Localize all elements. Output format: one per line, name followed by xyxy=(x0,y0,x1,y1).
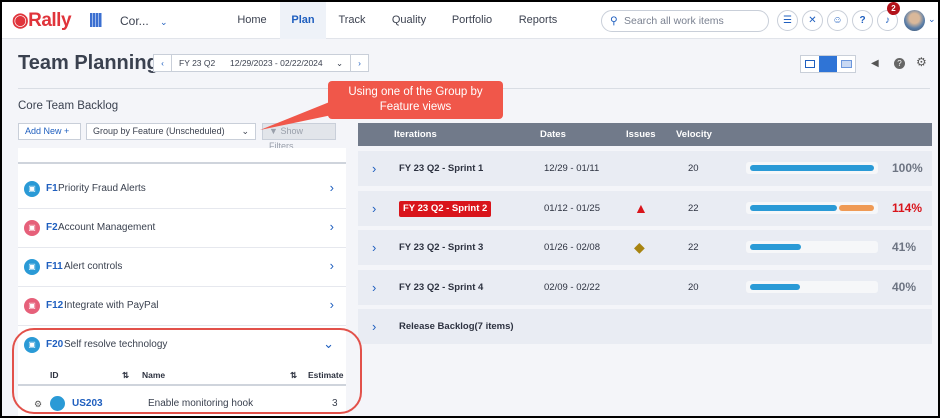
table-row[interactable]: ⚙ US203 Enable monitoring hook 3 xyxy=(18,392,346,416)
prev-iteration-button[interactable]: ‹ xyxy=(154,55,172,71)
list-icon[interactable]: ☰ xyxy=(777,10,798,31)
divider xyxy=(18,162,346,164)
rally-logo[interactable]: ◉Rally xyxy=(12,10,72,31)
annotation-callout: Using one of the Group by Feature views xyxy=(328,81,503,119)
iteration-row[interactable]: › FY 23 Q2 - Sprint 2 01/12 - 01/25 ▲ 22 … xyxy=(358,190,932,226)
feature-row[interactable]: ▣ F2 Account Management › xyxy=(18,209,346,248)
chevron-right-icon[interactable]: › xyxy=(329,180,334,195)
help-icon[interactable]: ? xyxy=(852,10,873,31)
feature-icon: ▣ xyxy=(24,298,40,314)
release-backlog-row[interactable]: › Release Backlog(7 items) xyxy=(358,309,932,344)
feature-icon: ▣ xyxy=(24,220,40,236)
user-story-icon xyxy=(50,396,65,411)
view-toggle[interactable] xyxy=(800,55,856,73)
gear-icon[interactable]: ⚙ xyxy=(916,55,927,69)
nav-track[interactable]: Track xyxy=(338,14,366,26)
search-icon: ⚲ xyxy=(610,15,618,27)
story-id-link[interactable]: US203 xyxy=(72,398,103,409)
feature-id-link[interactable]: F11 xyxy=(46,261,63,272)
avatar[interactable] xyxy=(904,10,925,31)
load-bar xyxy=(746,162,878,174)
chevron-right-icon[interactable]: › xyxy=(329,258,334,273)
search-input[interactable]: ⚲ Search all work items xyxy=(601,10,769,32)
feature-id-link[interactable]: F1 xyxy=(46,183,58,194)
load-fill xyxy=(750,244,801,250)
workspace-icon xyxy=(90,13,102,27)
load-fill xyxy=(750,204,838,211)
iteration-row[interactable]: › FY 23 Q2 - Sprint 3 01/26 - 02/08 ◆ 22 … xyxy=(358,230,932,265)
top-nav: ◉Rally Cor... ⌄ Home Plan Track Quality … xyxy=(2,2,938,39)
chevron-down-icon[interactable]: ⌄ xyxy=(323,336,334,351)
error-icon[interactable]: ▲ xyxy=(634,199,648,216)
feature-row[interactable]: ▣ F11 Alert controls › xyxy=(18,248,346,287)
backlog-panel: ▣ F1 Priority Fraud Alerts › ▣ F2 Account… xyxy=(18,148,346,416)
gear-icon[interactable]: ⚙ xyxy=(34,399,43,409)
feature-icon: ▣ xyxy=(24,259,40,275)
single-view-icon[interactable] xyxy=(805,60,815,68)
load-bar xyxy=(746,241,878,253)
sort-icon[interactable]: ⇅ xyxy=(122,370,130,380)
load-bar xyxy=(746,280,878,293)
filter-icon: ▼ xyxy=(269,126,278,136)
chevron-right-icon[interactable]: › xyxy=(372,240,377,255)
iteration-row[interactable]: › FY 23 Q2 - Sprint 1 12/29 - 01/11 20 1… xyxy=(358,151,932,186)
highlight-ring xyxy=(12,328,362,414)
add-new-button[interactable]: Add New + xyxy=(18,123,81,140)
chevron-right-icon[interactable]: › xyxy=(372,161,377,176)
feature-icon: ▣ xyxy=(24,181,40,197)
story-table-header: ID ⇅ Name ⇅ Estimate xyxy=(18,366,346,386)
help-icon[interactable]: ? xyxy=(894,58,905,69)
chevron-down-icon[interactable]: ⌄ xyxy=(336,58,344,68)
sort-icon[interactable]: ⇅ xyxy=(290,370,298,380)
chevron-right-icon[interactable]: › xyxy=(372,279,377,295)
next-iteration-button[interactable]: › xyxy=(350,55,368,71)
load-fill xyxy=(750,283,800,290)
feature-id-link[interactable]: F12 xyxy=(46,300,64,311)
feature-row[interactable]: ▣ F12 Integrate with PayPal › xyxy=(18,287,346,326)
chevron-right-icon[interactable]: › xyxy=(329,297,334,312)
feature-row[interactable]: ▣ F1 Priority Fraud Alerts › xyxy=(18,170,346,209)
tools-icon[interactable]: ✕ xyxy=(802,10,823,31)
iteration-row[interactable]: › FY 23 Q2 - Sprint 4 02/09 - 02/22 20 4… xyxy=(358,269,932,305)
chevron-right-icon[interactable]: › xyxy=(329,219,334,234)
backlog-title: Core Team Backlog xyxy=(18,100,119,112)
workspace-selector[interactable]: Cor... ⌄ xyxy=(120,14,168,28)
group-by-select[interactable]: Group by Feature (Unscheduled) ⌄ xyxy=(86,123,256,140)
chevron-down-icon[interactable]: ⌄ xyxy=(928,14,936,24)
nav-portfolio[interactable]: Portfolio xyxy=(451,14,493,26)
load-bar xyxy=(746,201,878,214)
feature-id-link[interactable]: F2 xyxy=(46,222,58,233)
nav-plan[interactable]: Plan xyxy=(280,2,326,39)
warning-icon[interactable]: ◆ xyxy=(634,239,645,255)
chevron-down-icon: ⌄ xyxy=(241,126,249,136)
iteration-selector[interactable]: ‹ FY 23 Q2 12/29/2023 - 02/22/2024 ⌄ › xyxy=(153,54,369,72)
show-filters-button[interactable]: ▼ Show Filters xyxy=(262,123,336,151)
callout-pointer xyxy=(260,101,332,130)
nav-quality[interactable]: Quality xyxy=(391,14,427,26)
page-title: Team Planning xyxy=(18,52,159,74)
iterations-header: Iterations Dates Issues Velocity xyxy=(358,123,932,146)
load-fill xyxy=(750,165,874,171)
notification-badge: 2 xyxy=(887,2,900,15)
robot-icon[interactable]: ☺ xyxy=(827,10,848,31)
nav-reports[interactable]: Reports xyxy=(518,14,558,26)
plus-icon: + xyxy=(64,126,70,136)
feature-id-link[interactable]: F20 xyxy=(46,339,64,350)
overload-fill xyxy=(839,204,874,211)
nav-home[interactable]: Home xyxy=(237,14,267,26)
wide-view-icon[interactable] xyxy=(841,60,852,68)
megaphone-icon[interactable]: ◀ xyxy=(871,58,879,69)
split-view-icon[interactable] xyxy=(819,56,837,72)
chevron-right-icon[interactable]: › xyxy=(372,200,377,216)
chevron-right-icon[interactable]: › xyxy=(372,319,377,334)
